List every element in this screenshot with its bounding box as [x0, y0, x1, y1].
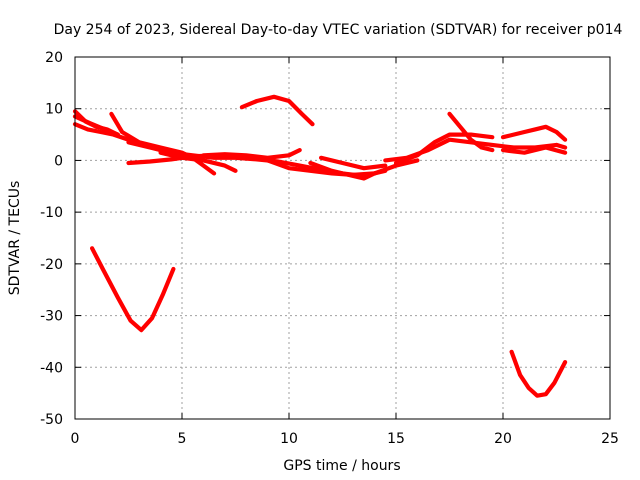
axis-ticks: 0 5 10 15 20 25 -50 -40 -30 -20 -10 0 10 20 — [40, 50, 619, 447]
series-line-arc-3 — [72, 114, 120, 137]
series-group — [72, 94, 568, 398]
x-tick-label: 5 — [178, 431, 187, 447]
series-line-arc-16 — [500, 124, 568, 142]
series-line-arc-15 — [447, 111, 495, 153]
series-line-arc-9 — [239, 94, 315, 127]
x-tick-label: 15 — [387, 431, 405, 447]
x-axis-title: GPS time / hours — [283, 458, 400, 474]
series-line-arc-7 — [158, 150, 238, 173]
y-tick-label: 20 — [45, 50, 63, 66]
series-line-arc-4 — [109, 111, 217, 176]
series-line-arc-18 — [89, 246, 176, 333]
y-tick-label: -40 — [40, 360, 63, 376]
series-line-arc-8 — [201, 148, 302, 160]
y-tick-label: 10 — [45, 102, 63, 118]
y-tick-label: 0 — [54, 153, 63, 169]
x-tick-label: 10 — [280, 431, 298, 447]
plot-frame — [74, 56, 611, 420]
x-tick-label: 25 — [601, 431, 619, 447]
x-tick-label: 0 — [71, 431, 80, 447]
grid — [75, 57, 610, 419]
series-line-arc-19 — [509, 349, 568, 398]
y-tick-label: -10 — [40, 205, 63, 221]
series-line-arc-11 — [308, 160, 377, 181]
series-line-arc-17 — [500, 145, 568, 155]
y-tick-label: -20 — [40, 257, 63, 273]
y-tick-label: -50 — [40, 412, 63, 428]
y-axis-title: SDTVAR / TECUs — [7, 181, 23, 296]
chart-title: Day 254 of 2023, Sidereal Day-to-day VTE… — [54, 22, 623, 38]
series-line-arc-12 — [319, 155, 388, 171]
series-line-arc-14 — [393, 132, 495, 166]
y-tick-label: -30 — [40, 309, 63, 325]
x-tick-label: 20 — [494, 431, 512, 447]
